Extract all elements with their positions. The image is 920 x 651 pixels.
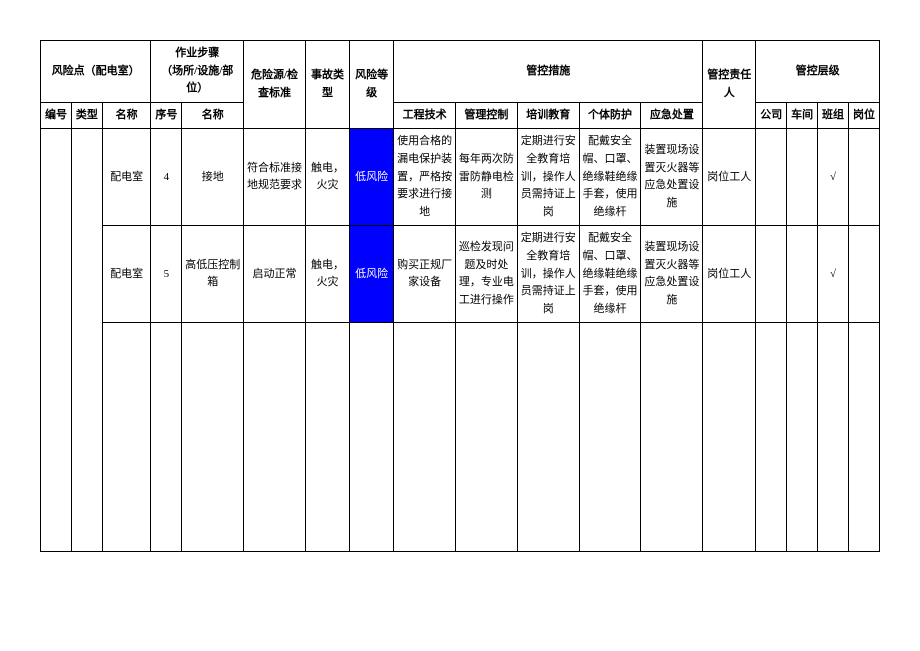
cell-name: 配电室: [102, 129, 151, 226]
empty-cell: [517, 323, 579, 552]
header-col-company: 公司: [756, 102, 787, 129]
header-col-seq: 序号: [151, 102, 182, 129]
header-risk-point: 风险点（配电室）: [41, 41, 151, 103]
cell-name: 配电室: [102, 226, 151, 323]
empty-cell: [818, 323, 849, 552]
cell-team: √: [818, 226, 849, 323]
cell-company: [756, 129, 787, 226]
cell-accident: 触电，火灾: [305, 226, 349, 323]
header-col-team: 班组: [818, 102, 849, 129]
empty-cell: [182, 323, 244, 552]
empty-cell: [848, 323, 879, 552]
cell-step-name: 高低压控制箱: [182, 226, 244, 323]
header-col-post: 岗位: [848, 102, 879, 129]
cell-eng: 购买正规厂家设备: [394, 226, 456, 323]
cell-post: [848, 129, 879, 226]
empty-cell: [305, 323, 349, 552]
cell-ppe: 配戴安全帽、口罩、绝缘鞋绝缘手套，使用绝缘杆: [579, 226, 641, 323]
cell-eng: 使用合格的漏电保护装置，严格按要求进行接地: [394, 129, 456, 226]
header-col-ppe: 个体防护: [579, 102, 641, 129]
header-control-measures: 管控措施: [394, 41, 703, 103]
cell-risk: 低风险: [350, 226, 394, 323]
cell-training: 定期进行安全教育培训，操作人员需持证上岗: [517, 226, 579, 323]
cell-type: [71, 129, 102, 552]
cell-emergency: 装置现场设置灭火器等应急处置设施: [641, 226, 703, 323]
risk-table: 风险点（配电室） 作业步骤 （场所/设施/部位） 危险源/检查标准 事故类型 风…: [40, 40, 880, 552]
cell-risk: 低风险: [350, 129, 394, 226]
header-col-emergency: 应急处置: [641, 102, 703, 129]
empty-cell: [350, 323, 394, 552]
empty-cell: [102, 323, 151, 552]
empty-cell: [456, 323, 518, 552]
cell-step-name: 接地: [182, 129, 244, 226]
empty-cell: [787, 323, 818, 552]
header-col-workshop: 车间: [787, 102, 818, 129]
header-col-name: 名称: [102, 102, 151, 129]
cell-company: [756, 226, 787, 323]
header-risk-level: 风险等级: [350, 41, 394, 129]
cell-ppe: 配戴安全帽、口罩、绝缘鞋绝缘手套，使用绝缘杆: [579, 129, 641, 226]
header-col-number: 编号: [41, 102, 72, 129]
cell-workshop: [787, 129, 818, 226]
empty-cell: [756, 323, 787, 552]
cell-team: √: [818, 129, 849, 226]
header-control-level: 管控层级: [756, 41, 880, 103]
cell-accident: 触电，火灾: [305, 129, 349, 226]
cell-number: [41, 129, 72, 552]
header-operation-steps: 作业步骤 （场所/设施/部位）: [151, 41, 244, 103]
header-responsible: 管控责任人: [703, 41, 756, 129]
table-header: 风险点（配电室） 作业步骤 （场所/设施/部位） 危险源/检查标准 事故类型 风…: [41, 41, 880, 129]
empty-cell: [579, 323, 641, 552]
header-hazard: 危险源/检查标准: [244, 41, 306, 129]
cell-post: [848, 226, 879, 323]
header-col-type: 类型: [71, 102, 102, 129]
header-accident: 事故类型: [305, 41, 349, 129]
cell-hazard: 启动正常: [244, 226, 306, 323]
cell-emergency: 装置现场设置灭火器等应急处置设施: [641, 129, 703, 226]
cell-responsible: 岗位工人: [703, 226, 756, 323]
header-col-mgmt: 管理控制: [456, 102, 518, 129]
cell-seq: 4: [151, 129, 182, 226]
empty-cell: [151, 323, 182, 552]
cell-mgmt: 每年两次防雷防静电检测: [456, 129, 518, 226]
cell-workshop: [787, 226, 818, 323]
empty-cell: [394, 323, 456, 552]
table-row-empty: [41, 323, 880, 552]
empty-cell: [703, 323, 756, 552]
empty-cell: [244, 323, 306, 552]
header-col-step-name: 名称: [182, 102, 244, 129]
cell-seq: 5: [151, 226, 182, 323]
empty-cell: [641, 323, 703, 552]
header-col-eng: 工程技术: [394, 102, 456, 129]
cell-responsible: 岗位工人: [703, 129, 756, 226]
header-col-training: 培训教育: [517, 102, 579, 129]
cell-hazard: 符合标准接地规范要求: [244, 129, 306, 226]
cell-training: 定期进行安全教育培训，操作人员需持证上岗: [517, 129, 579, 226]
cell-mgmt: 巡检发现问题及时处理，专业电工进行操作: [456, 226, 518, 323]
table-row: 配电室 4 接地 符合标准接地规范要求 触电，火灾 低风险 使用合格的漏电保护装…: [41, 129, 880, 226]
table-row: 配电室 5 高低压控制箱 启动正常 触电，火灾 低风险 购买正规厂家设备 巡检发…: [41, 226, 880, 323]
